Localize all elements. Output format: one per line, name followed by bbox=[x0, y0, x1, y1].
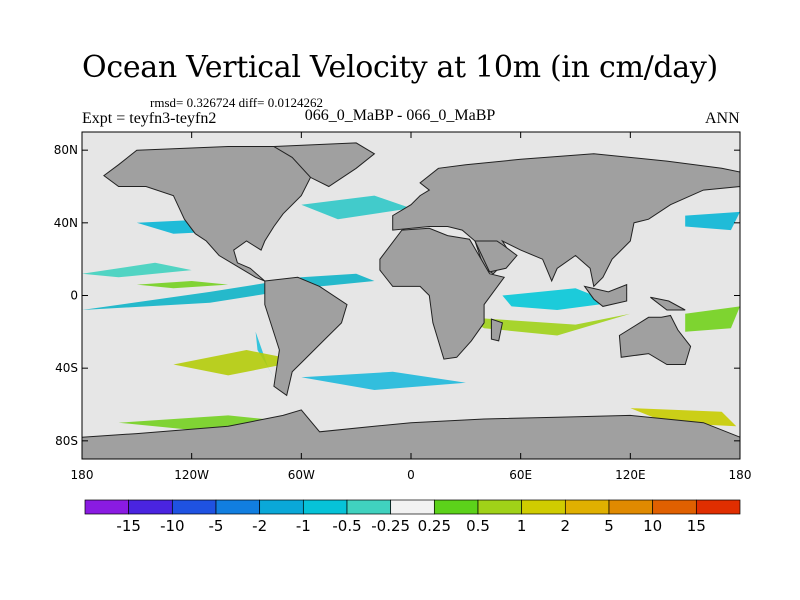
chart-title: Ocean Vertical Velocity at 10m (in cm/da… bbox=[82, 50, 718, 85]
land-borneo-sumatra bbox=[583, 283, 628, 307]
colorbar-label: -5 bbox=[209, 517, 224, 535]
colorbar-label: 2 bbox=[561, 517, 571, 535]
lon-tick-label: 180 bbox=[729, 468, 752, 482]
velocity-band bbox=[630, 408, 737, 427]
velocity-band bbox=[685, 306, 740, 332]
colorbar-label: 0.5 bbox=[466, 517, 490, 535]
colorbar-swatch bbox=[171, 499, 217, 515]
colorbar-label: 5 bbox=[604, 517, 614, 535]
colorbar-swatch bbox=[346, 499, 392, 515]
colorbar-label: -0.5 bbox=[332, 517, 361, 535]
colorbar-swatch bbox=[302, 499, 348, 515]
colorbar-label: -15 bbox=[116, 517, 141, 535]
lon-tick-label: 60E bbox=[509, 468, 532, 482]
land-arabia bbox=[474, 240, 518, 273]
colorbar-swatch bbox=[259, 499, 304, 515]
velocity-band bbox=[82, 262, 192, 278]
lon-tick-label: 0 bbox=[407, 468, 415, 482]
cases-label: 066_0_MaBP - 066_0_MaBP bbox=[304, 107, 496, 124]
land-australia bbox=[618, 314, 692, 365]
lat-tick-label: 40N bbox=[54, 216, 78, 230]
lat-tick-label: 80N bbox=[54, 143, 78, 157]
lon-tick-label: 60W bbox=[288, 468, 315, 482]
lat-tick-label: 0 bbox=[70, 289, 78, 303]
velocity-band bbox=[465, 313, 631, 336]
land-new-guinea bbox=[650, 296, 686, 311]
colorbar-label: 1 bbox=[517, 517, 527, 535]
land-madagascar bbox=[490, 318, 503, 342]
colorbar-swatch bbox=[433, 499, 479, 515]
velocity-band bbox=[173, 350, 302, 376]
land-south-america bbox=[264, 276, 348, 397]
land-north-america bbox=[103, 146, 330, 282]
colorbar-swatch bbox=[477, 499, 523, 515]
colorbar-label: 10 bbox=[643, 517, 662, 535]
colorbar-label: 0.25 bbox=[418, 517, 451, 535]
colorbar-label: -1 bbox=[296, 517, 311, 535]
colorbar-swatch bbox=[215, 499, 261, 515]
velocity-band bbox=[502, 288, 613, 310]
colorbar-swatch bbox=[695, 499, 741, 515]
velocity-band bbox=[301, 195, 411, 220]
lat-tick-label: 40S bbox=[55, 361, 78, 375]
season-label: ANN bbox=[705, 110, 740, 127]
velocity-band bbox=[301, 371, 466, 390]
colorbar-label: -2 bbox=[252, 517, 267, 535]
colorbar-swatch bbox=[521, 499, 566, 515]
lon-tick-label: 120E bbox=[615, 468, 646, 482]
land-africa bbox=[379, 227, 506, 360]
colorbar-swatch bbox=[390, 499, 435, 515]
colorbar-swatch bbox=[128, 499, 173, 515]
lon-tick-label: 120W bbox=[174, 468, 209, 482]
lon-tick-label: 180 bbox=[71, 468, 94, 482]
land-greenland bbox=[272, 142, 376, 188]
velocity-band bbox=[136, 281, 229, 289]
colorbar-label: -0.25 bbox=[371, 517, 410, 535]
land-eurasia bbox=[392, 153, 741, 288]
colorbar-label: 15 bbox=[687, 517, 706, 535]
velocity-band bbox=[685, 211, 740, 231]
experiment-label: Expt = teyfn3-teyfn2 bbox=[82, 110, 217, 127]
velocity-band bbox=[118, 415, 302, 430]
lat-tick-label: 80S bbox=[55, 434, 78, 448]
colorbar-swatch bbox=[84, 499, 130, 515]
colorbar-swatch bbox=[608, 499, 654, 515]
colorbar-label: -10 bbox=[160, 517, 185, 535]
colorbar-swatch bbox=[652, 499, 697, 515]
stats-line: rmsd= 0.326724 diff= 0.0124262 bbox=[150, 95, 323, 110]
colorbar-swatch bbox=[564, 499, 610, 515]
